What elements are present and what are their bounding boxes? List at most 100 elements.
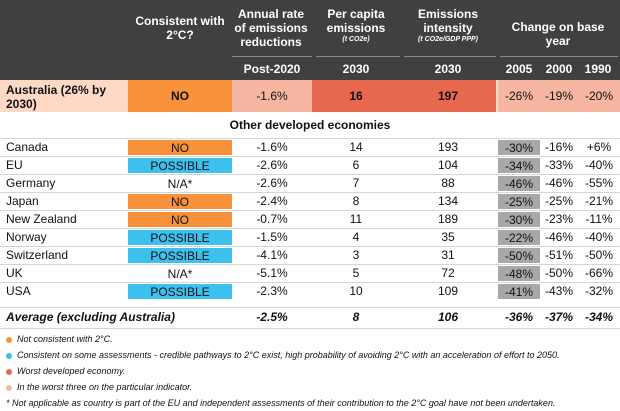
legend-dot-icon [6,368,12,375]
annual-rate-cell: -1.5% [256,230,288,244]
header-annual-rate: Annual rate of emissions reductions [234,7,308,49]
average-annual-rate: -2.5% [256,310,288,324]
header-per-capita-unit: (t CO2e) [342,36,370,43]
country-name: Switzerland [6,248,69,262]
change-2005-cell: -41% [498,284,540,299]
country-name: New Zealand [6,212,77,226]
row-divider [0,210,620,211]
header-divider [232,56,312,57]
average-intensity: 106 [437,310,459,324]
legend-item: Consistent on some assessments - credibl… [6,350,618,361]
average-change-2005: -36% [504,310,533,324]
annual-rate-cell: -5.1% [256,266,288,280]
average-change-1990: -34% [584,310,613,324]
consistency-badge: POSSIBLE [128,284,232,299]
legend-text: Not consistent with 2°C. [17,334,113,344]
per-capita-cell: 10 [349,284,363,298]
header-divider [316,56,400,57]
consistency-badge: NO [128,194,232,209]
subheader-2000: 2000 [545,62,573,76]
subheader-1990: 1990 [584,62,612,76]
row-divider [0,138,620,139]
change-1990-cell: -55% [584,176,613,190]
consistency-badge: POSSIBLE [128,248,232,263]
change-1990-cell: -66% [584,266,613,280]
change-2000-cell: -33% [544,158,573,172]
annual-rate-cell: -2.6% [256,176,288,190]
footnote: * Not applicable as country is part of t… [6,398,556,408]
country-name: USA [6,284,31,298]
legend-text: Consistent on some assessments - credibl… [17,350,560,360]
annual-rate-cell: -0.7% [256,212,288,226]
country-name: Japan [6,194,39,208]
table-header: Consistent with 2°C? Annual rate of emis… [0,0,620,80]
australia-consistent: NO [128,80,232,112]
per-capita-cell: 5 [352,266,360,280]
country-name: Norway [6,230,47,244]
row-divider [0,192,620,193]
change-1990-cell: -32% [584,284,613,298]
consistency-badge: POSSIBLE [128,230,232,245]
legend-item: In the worst three on the particular ind… [6,382,618,393]
legend-item: Worst developed economy. [6,366,618,377]
per-capita-cell: 8 [352,194,360,208]
intensity-cell: 104 [437,158,459,172]
header-divider [404,56,496,57]
change-2000-cell: -46% [544,176,573,190]
subheader-post-2020: Post-2020 [243,62,301,76]
subheader-intensity-2030: 2030 [434,62,462,76]
change-2005-cell: -34% [498,158,540,173]
change-2000-cell: -16% [544,140,573,154]
legend-dot-icon [6,384,12,391]
intensity-cell: 134 [437,194,459,208]
intensity-cell: 31 [441,248,455,262]
consistency-badge: POSSIBLE [128,158,232,173]
change-2005-cell: -22% [498,230,540,245]
average-per-capita: 8 [352,310,360,324]
average-name: Average (excluding Australia) [6,310,175,324]
australia-change-1990: -20% [578,80,620,112]
intensity-cell: 193 [437,140,459,154]
header-intensity-unit: (t CO2e/GDP PPP) [417,36,479,43]
intensity-cell: 109 [437,284,459,298]
header-consistent: Consistent with 2°C? [135,14,225,42]
row-divider [0,328,620,329]
change-2000-cell: -50% [544,266,573,280]
header-per-capita-label: Per capita emissions [326,7,386,35]
change-2000-cell: -43% [544,284,573,298]
row-divider [0,174,620,175]
change-2000-cell: -46% [544,230,573,244]
row-divider [0,246,620,247]
annual-rate-cell: -2.3% [256,284,288,298]
change-2000-cell: -23% [544,212,573,226]
intensity-cell: 72 [441,266,455,280]
country-name: UK [6,266,23,280]
header-intensity-label: Emissions intensity [417,7,479,35]
intensity-cell: 189 [437,212,459,226]
intensity-cell: 88 [441,176,455,190]
subheader-2005: 2005 [505,62,533,76]
change-1990-cell: +6% [586,140,612,154]
country-name: Canada [6,140,49,154]
row-divider [0,228,620,229]
legend-dot-icon [6,336,12,343]
change-2000-cell: -51% [544,248,573,262]
australia-per-capita: 16 [312,80,400,112]
change-1990-cell: -21% [584,194,613,208]
per-capita-cell: 11 [349,212,363,226]
legend-dot-icon [6,352,12,359]
row-divider [0,156,620,157]
section-title: Other developed economies [229,118,391,132]
row-divider [0,282,620,283]
header-divider [500,56,618,57]
annual-rate-cell: -2.4% [256,194,288,208]
subheader-per-capita-2030: 2030 [342,62,370,76]
australia-annual-rate: -1.6% [232,80,312,112]
australia-consistent-label: NO [171,89,189,103]
country-name: Germany [6,176,56,190]
consistency-badge: NO [128,212,232,227]
header-change: Change on base year [511,20,605,48]
annual-rate-cell: -4.1% [256,248,288,262]
consistency-badge: NO [128,140,232,155]
per-capita-cell: 14 [349,140,363,154]
